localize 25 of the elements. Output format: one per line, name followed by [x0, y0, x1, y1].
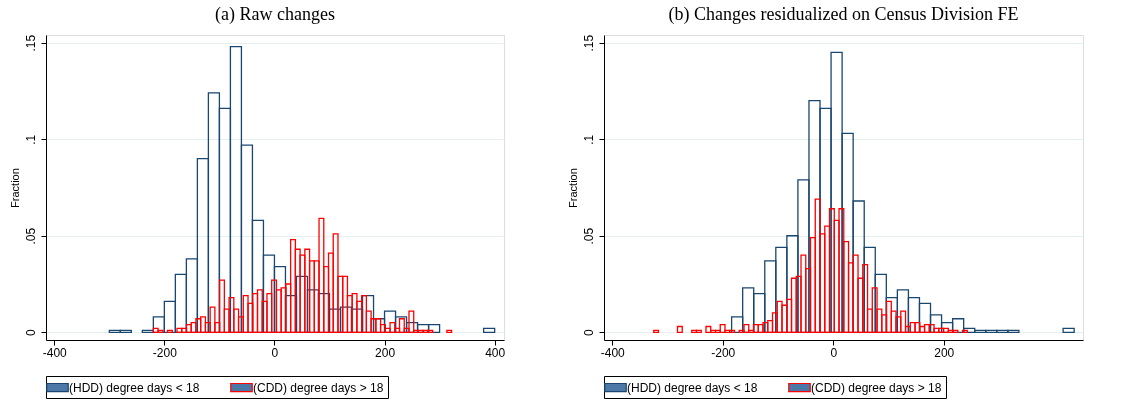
- y-tick-label: .05: [581, 227, 596, 245]
- x-tick-label: -200: [711, 345, 736, 360]
- x-tick-label: 200: [375, 345, 396, 360]
- x-tick-label: -400: [42, 345, 68, 360]
- x-tick-label: -200: [152, 345, 178, 360]
- chart-title: (a) Raw changes: [215, 4, 335, 26]
- legend-label: (CDD) degree days > 18: [811, 380, 942, 395]
- y-tick-label: .05: [23, 227, 38, 245]
- chart-title: (b) Changes residualized on Census Division FE: [668, 4, 1019, 26]
- x-tick-label: 0: [271, 345, 279, 360]
- x-tick-label: 200: [934, 345, 955, 360]
- legend-label: (CDD) degree days > 18: [253, 380, 384, 395]
- x-tick-label: -400: [600, 345, 626, 360]
- y-tick-label: .15: [23, 34, 38, 52]
- y-tick-label: .1: [581, 134, 596, 145]
- x-tick-label: 0: [830, 345, 838, 360]
- y-tick-label: 0: [23, 329, 38, 337]
- x-tick-label: 400: [485, 345, 506, 360]
- legend-label: (HDD) degree days < 18: [69, 380, 200, 395]
- y-tick-label: .1: [23, 134, 38, 145]
- y-tick-label: 0: [581, 329, 596, 337]
- y-tick-label: .15: [581, 34, 596, 52]
- y-axis-title: Fraction: [566, 168, 579, 208]
- y-axis-title: Fraction: [8, 168, 21, 208]
- legend-label: (HDD) degree days < 18: [627, 380, 758, 395]
